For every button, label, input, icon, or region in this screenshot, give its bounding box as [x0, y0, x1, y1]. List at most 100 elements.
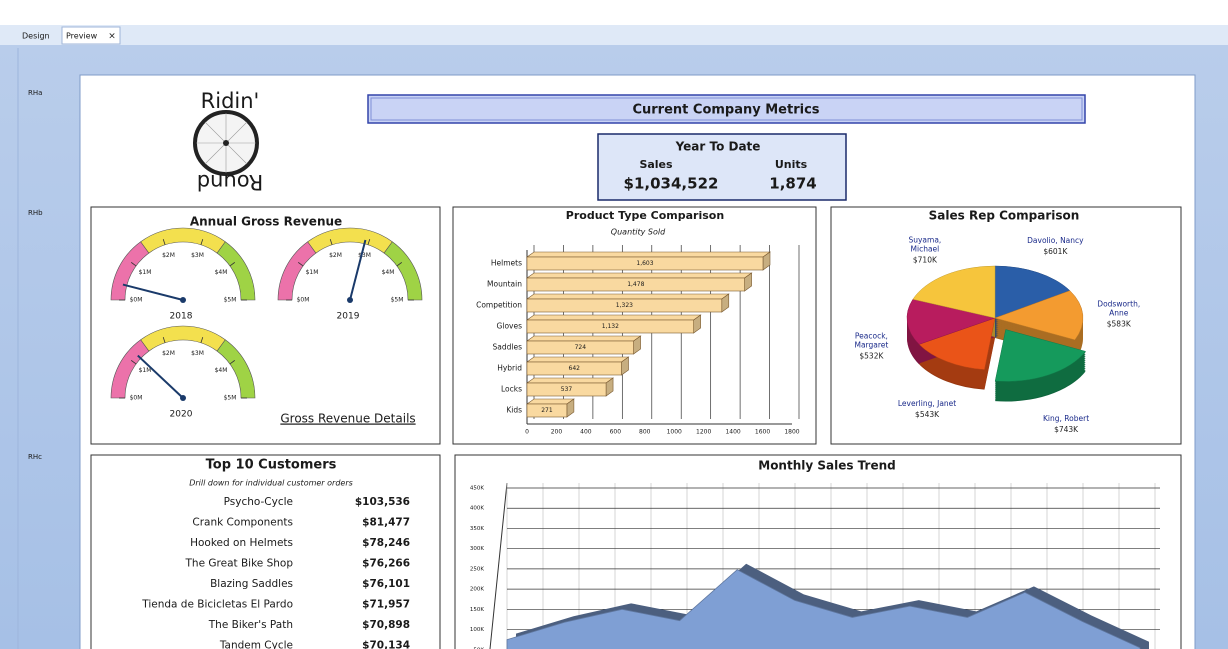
- pie-label-name: Dodsworth, Anne: [1097, 299, 1141, 318]
- y-tick-label: 150K: [470, 607, 484, 613]
- customer-name[interactable]: Tienda de Bicicletas El Pardo: [141, 599, 293, 611]
- header-box: [367, 94, 1086, 124]
- gauge-tick-label: $2M: [162, 252, 175, 259]
- tab[interactable]: Preview: [66, 32, 98, 41]
- bar: [526, 340, 634, 355]
- ytd-value: 1,874: [769, 175, 816, 193]
- bar: [526, 298, 723, 313]
- customer-name[interactable]: Blazing Saddles: [210, 578, 293, 590]
- panel: [830, 206, 1182, 445]
- gauge-hub: [180, 395, 186, 401]
- gauge-label: 2019: [337, 312, 360, 322]
- pie-label: King, Robert $743K: [1035, 412, 1097, 434]
- gauge-tick-label: $1M: [139, 367, 152, 374]
- pie-label-name: Davolio, Nancy: [1027, 235, 1084, 245]
- ytd-label: Sales: [639, 158, 673, 171]
- pie-slice: [918, 317, 996, 370]
- tab[interactable]: Design: [22, 32, 50, 41]
- header-title: Current Company Metrics: [632, 103, 819, 118]
- y-tick-label: Mountain: [487, 280, 522, 289]
- y-tick-label: 400K: [470, 506, 484, 512]
- bar: [526, 256, 764, 271]
- ytd-box: [597, 133, 847, 201]
- axis-line: [489, 482, 508, 649]
- pie-label-value: $743K: [1054, 424, 1079, 434]
- gauge-tick-label: $5M: [391, 297, 404, 304]
- panel: [452, 206, 817, 445]
- customer-sales: $76,101: [362, 578, 410, 590]
- pie-label-value: $601K: [1043, 246, 1068, 256]
- customer-name[interactable]: The Great Bike Shop: [185, 558, 294, 570]
- x-tick-label: 1400: [725, 429, 740, 436]
- gauge-band: [216, 241, 256, 301]
- gauge-tick: [162, 239, 166, 245]
- x-tick-label: 1600: [755, 429, 770, 436]
- details-link[interactable]: Gross Revenue Details: [280, 412, 415, 426]
- panel: [454, 454, 1182, 649]
- x-tick-label: 1800: [784, 429, 799, 436]
- gauge-tick-label: $4M: [382, 269, 395, 276]
- bar-top: [526, 356, 630, 363]
- value-label: 724: [575, 344, 587, 351]
- pie-slice: [906, 298, 996, 345]
- customer-sales: $71,957: [362, 599, 410, 611]
- gauge-tick-label: $4M: [215, 269, 228, 276]
- gauge-label: 2020: [170, 410, 193, 420]
- customer-sales: $70,898: [362, 619, 410, 631]
- x-tick-label: 800: [639, 429, 651, 436]
- bar-top: [526, 377, 614, 384]
- value-label: 1,478: [627, 281, 644, 288]
- customer-name[interactable]: The Biker's Path: [208, 619, 293, 631]
- y-tick-label: Helmets: [491, 259, 522, 268]
- gauge-tick: [329, 239, 333, 245]
- pie-label-value: $543K: [915, 410, 940, 420]
- y-tick-label: Competition: [476, 301, 522, 310]
- panel-title: Product Type Comparison: [566, 209, 724, 222]
- panel-subtitle: Quantity Sold: [611, 228, 666, 237]
- pie-label: Davolio, Nancy $601K: [1024, 234, 1086, 256]
- gauge-tick: [229, 262, 236, 267]
- gauge-tick: [162, 337, 166, 343]
- tab-close[interactable]: ×: [108, 32, 116, 42]
- gauge-hub: [180, 297, 186, 303]
- customer-name[interactable]: Psycho-Cycle: [224, 496, 293, 508]
- gauge-tick: [130, 262, 137, 267]
- gauge-hub: [347, 297, 353, 303]
- section-label: RHa: [28, 89, 42, 97]
- gauge-tick-label: $1M: [139, 269, 152, 276]
- bar-top: [526, 335, 642, 342]
- gauge-tick-label: $5M: [224, 395, 237, 402]
- gauge-tick-label: $2M: [329, 252, 342, 259]
- customer-sales: $78,246: [362, 537, 410, 549]
- customer-sales: $70,134: [362, 640, 410, 649]
- customer-name[interactable]: Hooked on Helmets: [190, 537, 293, 549]
- customer-sales: $76,266: [362, 558, 410, 570]
- panel: [90, 454, 441, 649]
- y-tick-label: Saddles: [493, 343, 523, 352]
- pie-slice: [994, 265, 1071, 319]
- bar: [526, 319, 694, 334]
- value-label: 1,603: [636, 260, 653, 267]
- pie-label: Leverling, Janet $543K: [896, 397, 958, 419]
- bar: [526, 403, 568, 418]
- customer-name[interactable]: Tandem Cycle: [219, 640, 293, 649]
- panel-title: Sales Rep Comparison: [929, 209, 1080, 223]
- x-tick-label: 200: [551, 429, 563, 436]
- pie-label: Suyama, Michael $710K: [894, 233, 956, 264]
- y-tick-label: Hybrid: [497, 364, 522, 373]
- bar-top: [526, 398, 575, 405]
- gauge-tick: [396, 262, 403, 267]
- y-tick-label: 450K: [470, 486, 484, 492]
- bar-top: [526, 293, 730, 300]
- y-tick-label: 300K: [470, 546, 484, 552]
- tab-box[interactable]: [61, 26, 121, 45]
- pie-slice: [994, 329, 1087, 382]
- gauge-tick: [130, 360, 137, 365]
- customer-name[interactable]: Crank Components: [192, 517, 293, 529]
- x-tick-label: 400: [580, 429, 592, 436]
- gauge-tick: [367, 239, 371, 245]
- gauge-tick: [200, 239, 204, 245]
- gauge-tick-label: $0M: [130, 395, 143, 402]
